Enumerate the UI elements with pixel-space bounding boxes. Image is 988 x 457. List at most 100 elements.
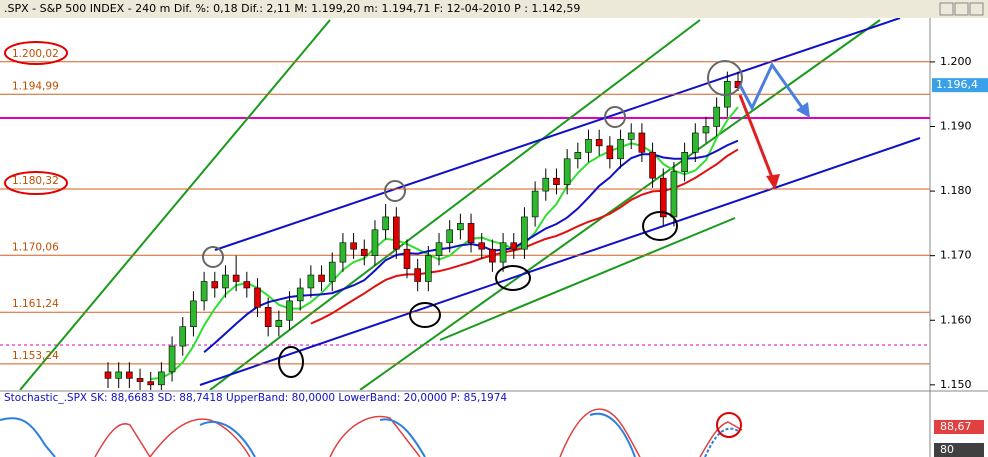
candle-body: [222, 274, 229, 289]
candle-body: [446, 229, 453, 244]
red-arrow: [738, 94, 777, 186]
candle-body: [510, 242, 518, 250]
minimize-button[interactable]: [939, 2, 954, 16]
stoch-sd-line: [589, 412, 636, 457]
stoch-sk-line: [329, 415, 421, 457]
stoch-sk-line: [559, 408, 641, 457]
last-price-tag: [932, 78, 988, 93]
close-button[interactable]: [969, 2, 984, 16]
candle-body: [371, 229, 379, 256]
gray-circle: [202, 246, 224, 268]
candle-body: [136, 378, 144, 382]
candle-body: [585, 139, 592, 153]
stoch-sk-line: [94, 423, 151, 457]
red-ellipse: [4, 171, 68, 195]
candle-body: [606, 145, 614, 160]
candle-body: [318, 274, 325, 282]
sk-tag: [934, 420, 984, 434]
blue-arrowhead: [796, 102, 810, 118]
y-tick-label: 1.200: [940, 55, 972, 68]
stoch-sd-line: [704, 427, 741, 457]
candle-body: [531, 190, 539, 218]
candle-body: [147, 381, 155, 386]
level-label: 1.170,06: [12, 241, 59, 253]
candle-body: [553, 177, 560, 185]
candle-body: [339, 242, 347, 263]
black-ellipse: [278, 346, 304, 378]
gray-circle: [384, 180, 406, 202]
last-price-label: 1.196,4: [936, 78, 978, 91]
candle-body: [403, 248, 411, 269]
stoch-sk-line: [699, 421, 743, 457]
candle-body: [489, 248, 496, 263]
black-ellipse: [495, 265, 531, 291]
black-ellipse: [642, 211, 678, 241]
blue-channel-top: [214, 18, 901, 251]
candle-body: [574, 152, 582, 160]
candle-body: [414, 268, 421, 282]
y-tick-label: 1.170: [940, 249, 972, 262]
candle-body: [179, 326, 187, 347]
candle-body: [478, 242, 486, 250]
candle-body: [254, 287, 261, 308]
gray-circle: [707, 60, 743, 96]
upper-band-label: 80: [940, 443, 954, 456]
candle-body: [200, 281, 208, 302]
y-tick-label: 1.160: [940, 313, 972, 326]
candle-body: [243, 281, 251, 289]
upper-band-tag: [934, 443, 984, 457]
candle-body: [126, 371, 133, 379]
stoch-sd-line: [199, 420, 256, 457]
level-label: 1.200,02: [12, 48, 59, 60]
green-trendline: [19, 19, 331, 390]
stoch-sd-line: [0, 417, 56, 457]
candle-body: [190, 300, 197, 328]
red-circle: [716, 412, 742, 438]
candle-body: [670, 171, 678, 218]
candle-body: [681, 152, 688, 173]
candle-body: [467, 223, 475, 244]
y-tick-label: 1.190: [940, 120, 972, 133]
chart-title: .SPX - S&P 500 INDEX - 240 m Dif. %: 0,1…: [4, 2, 580, 15]
green-trendline: [359, 19, 881, 390]
candle-body: [617, 139, 624, 160]
candle-body: [638, 132, 646, 153]
sk-tag-label: 88,67: [940, 420, 972, 433]
candle-body: [168, 345, 176, 373]
candle-body: [425, 255, 432, 282]
y-tick-label: 1.150: [940, 378, 972, 391]
level-label: 1.153,24: [12, 350, 59, 362]
candle-body: [382, 216, 389, 231]
maximize-button[interactable]: [954, 2, 969, 16]
candle-body: [627, 132, 635, 140]
red-arrowhead: [766, 174, 780, 190]
level-label: 1.161,24: [12, 298, 59, 310]
candle-body: [286, 300, 293, 321]
candle-body: [275, 319, 283, 328]
candle-body: [350, 242, 357, 250]
candle-body: [595, 139, 603, 147]
candle-body: [393, 216, 400, 250]
candle-body: [702, 126, 710, 134]
level-label: 1.180,32: [12, 175, 59, 187]
candle-body: [360, 248, 368, 256]
blue-channel-bottom: [199, 137, 921, 386]
header-bar: [0, 0, 988, 18]
stochastic-title: Stochastic_.SPX SK: 88,6683 SD: 88,7418 …: [4, 392, 507, 404]
candle-body: [499, 242, 507, 263]
candle-body: [521, 216, 528, 250]
candle-body: [211, 281, 219, 289]
candle-body: [691, 132, 699, 153]
candle-body: [328, 261, 336, 282]
candle-body: [457, 223, 464, 231]
candle-body: [713, 106, 720, 127]
candle-body: [649, 152, 656, 179]
candle-body: [232, 274, 240, 282]
candle-body: [158, 371, 165, 386]
green-trendline: [209, 19, 701, 390]
black-ellipse: [409, 302, 441, 328]
gray-circle: [604, 106, 626, 128]
red-ellipse: [4, 41, 68, 65]
candle-body: [115, 371, 122, 379]
